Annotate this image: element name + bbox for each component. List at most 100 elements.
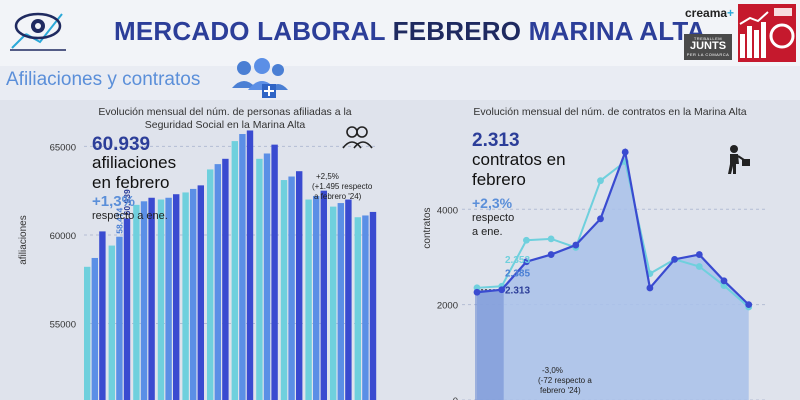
junts-logo: TREBALLEM JUNTS PER LA COMARCA	[684, 34, 732, 60]
left-annotation-1: +2,5%	[316, 172, 339, 181]
two-people-icon	[342, 126, 373, 149]
bar	[271, 144, 278, 400]
bar	[239, 134, 246, 400]
point-data-label: 2.353	[505, 255, 530, 266]
junts-logo-small-2: PER LA COMARCA	[686, 52, 730, 57]
bar	[140, 201, 148, 400]
worker-icon	[728, 145, 750, 174]
left-chart-subtitle: Evolución mensual del núm. de personas a…	[98, 106, 352, 131]
junts-logo-small: TREBALLEM	[693, 36, 723, 41]
left-pct: +1,3%	[92, 193, 135, 210]
left-headline-label-2: en febrero	[92, 173, 170, 192]
creama-logo-plus: +	[727, 6, 735, 20]
right-headline-label-1: contratos en	[472, 150, 566, 169]
creama-logo: creama+	[685, 6, 737, 30]
header-band	[0, 0, 800, 66]
bar	[231, 141, 238, 400]
dark-series-line-point	[597, 215, 604, 223]
teal-series-line-point	[597, 177, 604, 185]
bar	[173, 194, 180, 400]
bar	[165, 197, 172, 400]
right-y-axis-label: contratos	[422, 207, 433, 248]
dark-series-line-point	[745, 301, 753, 309]
bar-data-label: 58.474	[114, 207, 124, 233]
right-y-tick-label: 2000	[437, 301, 458, 312]
title-part-2: FEBRERO	[392, 16, 522, 46]
right-pct-label-2: a ene.	[472, 226, 503, 238]
left-y-tick-label: 55000	[50, 319, 76, 330]
bar	[362, 215, 369, 400]
bar	[197, 185, 204, 400]
left-y-tick-label: 60000	[50, 231, 76, 242]
section-title: Afiliaciones y contratos	[6, 69, 201, 90]
eye-logo-icon	[10, 12, 66, 51]
dark-series-line-point	[498, 286, 506, 294]
title-part-1: MERCADO LABORAL	[114, 16, 386, 46]
bar	[207, 169, 214, 400]
dark-series-line	[476, 147, 750, 306]
dark-series-line-point	[621, 148, 629, 156]
bar	[190, 188, 197, 400]
right-headline-value: 2.313	[472, 130, 520, 151]
teal-series-line	[476, 159, 750, 308]
dark-series-line-point	[523, 258, 530, 266]
bar	[123, 218, 131, 400]
bar	[157, 199, 165, 400]
page-title: MERCADO LABORAL FEBRERO MARINA ALTA	[114, 16, 706, 47]
left-headline-label-1: afiliaciones	[92, 153, 177, 172]
bar	[354, 217, 361, 400]
right-y-tick-label: 0	[453, 396, 458, 400]
right-y-tick-label: 4000	[437, 205, 458, 216]
right-pct: +2,3%	[472, 195, 513, 211]
left-headline-value: 60.939	[92, 134, 151, 155]
bar	[345, 199, 352, 400]
bar	[214, 164, 221, 400]
highlight-band	[475, 289, 504, 400]
bar	[337, 203, 344, 400]
bar	[330, 206, 337, 400]
bar	[133, 204, 140, 400]
junts-logo-big: JUNTS	[689, 40, 727, 52]
teal-series-line-point	[695, 263, 703, 270]
bar	[84, 266, 91, 400]
creama-logo-text: creama	[685, 6, 728, 20]
bar-data-label: 60.939	[122, 189, 132, 215]
right-pct-label-1: respecto	[472, 212, 515, 224]
bar	[369, 211, 377, 400]
people-group-icon	[232, 58, 288, 98]
bar	[246, 130, 254, 400]
right-annotation-3: febrero '24)	[540, 386, 581, 395]
bar	[305, 199, 312, 400]
bar	[222, 158, 229, 400]
dark-series-line-point	[473, 288, 481, 296]
left-annotation-3: a febrero '24)	[314, 192, 362, 201]
bar	[320, 190, 327, 400]
teal-series-line-point	[523, 236, 530, 244]
right-annotation-2: (-72 respecto a	[538, 376, 592, 385]
right-annotation-1: -3,0%	[542, 366, 563, 375]
teal-series-line-point	[547, 235, 555, 243]
bar	[108, 245, 115, 400]
bar	[263, 153, 271, 400]
bar	[182, 192, 189, 400]
dark-series-line-point	[572, 241, 580, 249]
left-y-tick-label: 65000	[50, 142, 76, 153]
right-chart-subtitle: Evolución mensual del núm. de contratos …	[473, 106, 747, 118]
bar	[280, 180, 288, 400]
bar	[288, 176, 295, 400]
title-part-3: MARINA ALTA	[528, 16, 706, 46]
bar	[296, 171, 303, 400]
ods-logo-icon	[738, 4, 796, 62]
dark-series-line-point	[547, 251, 555, 258]
bar	[313, 195, 320, 400]
left-y-axis-label: afiliaciones	[18, 215, 29, 264]
point-data-label: 2.313	[505, 286, 530, 297]
dark-series-line-point	[720, 277, 728, 285]
bar	[148, 197, 155, 400]
right-headline-label-2: febrero	[472, 170, 526, 189]
left-pct-label: respecto a ene.	[92, 210, 168, 222]
left-annotation-2: (+1.495 respecto	[312, 182, 373, 191]
